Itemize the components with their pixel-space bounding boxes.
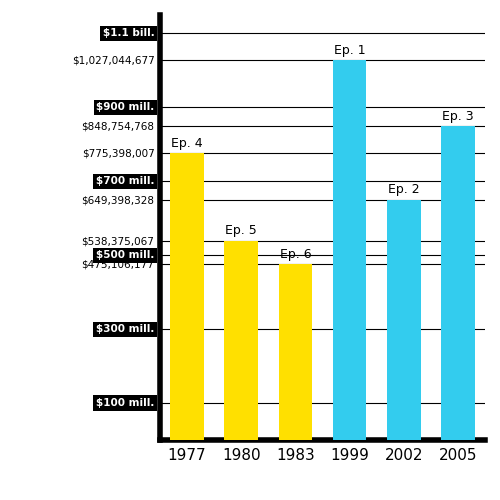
Text: Ep. 3: Ep. 3 bbox=[442, 110, 474, 122]
Text: $100 mill.: $100 mill. bbox=[96, 398, 154, 408]
Text: $775,398,007: $775,398,007 bbox=[82, 148, 154, 158]
Bar bbox=[224, 241, 258, 440]
Text: $1.1 bill.: $1.1 bill. bbox=[102, 28, 154, 38]
Text: $300 mill.: $300 mill. bbox=[96, 324, 154, 334]
Text: $475,106,177: $475,106,177 bbox=[82, 260, 154, 270]
Bar bbox=[170, 154, 204, 440]
Text: $848,754,768: $848,754,768 bbox=[82, 122, 154, 132]
Text: $538,375,067: $538,375,067 bbox=[82, 236, 154, 246]
Text: Ep. 2: Ep. 2 bbox=[388, 184, 420, 196]
Bar bbox=[387, 200, 420, 440]
Text: $500 mill.: $500 mill. bbox=[96, 250, 154, 260]
Text: $700 mill.: $700 mill. bbox=[96, 176, 154, 186]
Text: Ep. 1: Ep. 1 bbox=[334, 44, 366, 57]
Text: Ep. 4: Ep. 4 bbox=[172, 136, 203, 149]
Bar bbox=[278, 264, 312, 440]
Text: $649,398,328: $649,398,328 bbox=[82, 195, 154, 205]
Text: $1,027,044,677: $1,027,044,677 bbox=[72, 56, 154, 66]
Text: Ep. 5: Ep. 5 bbox=[226, 224, 257, 237]
Text: Ep. 6: Ep. 6 bbox=[280, 248, 311, 260]
Text: $900 mill.: $900 mill. bbox=[96, 102, 154, 113]
Bar bbox=[441, 126, 474, 440]
Bar bbox=[333, 60, 366, 440]
